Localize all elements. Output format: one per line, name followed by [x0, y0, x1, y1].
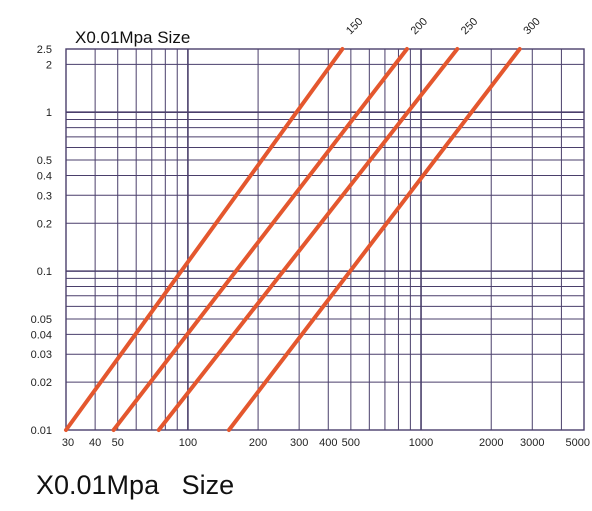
y-tick-label: 2.5 [37, 44, 52, 56]
y-tick-label: 0.04 [31, 329, 52, 341]
x-tick-label: 50 [112, 437, 124, 449]
x-tick-label: 40 [89, 437, 101, 449]
x-tick-label: 100 [179, 437, 197, 449]
y-tick-label: 0.01 [31, 425, 52, 437]
series-label-300: 300 [521, 16, 542, 37]
x-tick-label: 300 [290, 437, 308, 449]
y-tick-labels: 0.01 0.02 0.03 0.04 0.05 0.1 0.2 0.3 0.4 0.5 1 2 2.5 [31, 44, 52, 437]
series-label-250: 250 [459, 16, 480, 37]
y-tick-label: 0.03 [31, 349, 52, 361]
y-tick-label: 0.5 [37, 155, 52, 167]
series-lines [64, 47, 522, 432]
y-tick-label: 0.3 [37, 190, 52, 202]
x-tick-label: 500 [342, 437, 360, 449]
x-tick-label: 1000 [409, 437, 433, 449]
series-label-200: 200 [409, 16, 430, 37]
series-labels: 150 200 250 300 [344, 16, 543, 37]
caption: X0.01Mpa Size [36, 470, 235, 500]
x-tick-label: 2000 [479, 437, 503, 449]
flow-chart: 0.01 0.02 0.03 0.04 0.05 0.1 0.2 0.3 0.4 0.5 1 2 2.5… [31, 16, 590, 449]
y-tick-label: 0.02 [31, 377, 52, 389]
x-tick-label: 200 [249, 437, 267, 449]
series-label-150: 150 [344, 16, 365, 37]
x-tick-label: 400 [319, 437, 337, 449]
series-line-200 [111, 47, 409, 432]
y-tick-label: 1 [46, 107, 52, 119]
series-line-150 [64, 47, 345, 432]
grid [65, 48, 585, 431]
y-tick-label: 0.2 [37, 218, 52, 230]
y-tick-label: 0.4 [37, 170, 52, 182]
x-tick-labels: 30 40 50 100 200 300 400 500 1000 2000 3000 5000 [62, 437, 590, 449]
x-tick-label: 3000 [520, 437, 544, 449]
plot-frame [65, 48, 585, 431]
x-tick-label: 5000 [566, 437, 590, 449]
y-tick-label: 0.1 [37, 266, 52, 278]
y-tick-label: 2 [46, 59, 52, 71]
y-tick-label: 0.05 [31, 314, 52, 326]
series-line-300 [226, 47, 522, 432]
series-line-250 [156, 47, 460, 432]
chart-title: X0.01Mpa Size [75, 28, 190, 47]
x-tick-label: 30 [62, 437, 74, 449]
